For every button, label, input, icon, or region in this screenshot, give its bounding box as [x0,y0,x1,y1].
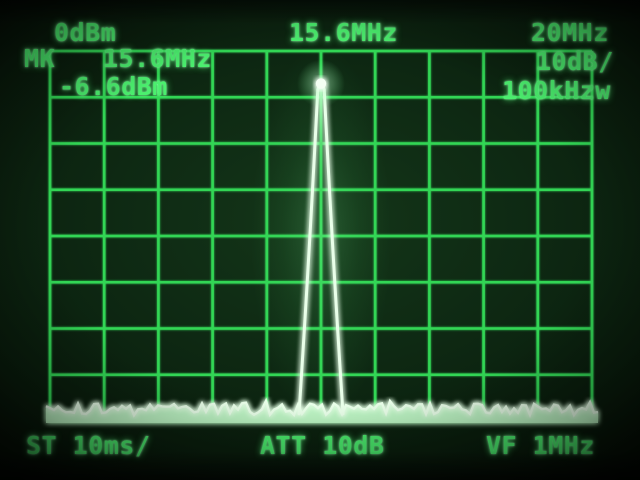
marker-freq-readout: 15.6MHz [103,44,212,73]
bandwidth-readout: 100kHzw [502,76,611,105]
peak-marker-dot [297,59,345,108]
sweep-time-readout: ST 10ms/ [26,431,151,460]
marker-mode-label: MK [24,44,56,73]
center-freq-readout: 15.6MHz [289,18,398,47]
attenuation-readout: ATT 10dB [260,431,385,460]
span-readout: 20MHz [531,18,609,47]
video-filter-readout: VF 1MHz [486,431,595,460]
marker-level-readout: -6.6dBm [59,72,168,101]
ref-level-readout: 0dBm [54,18,117,47]
scale-readout: 10dB/ [536,47,614,76]
